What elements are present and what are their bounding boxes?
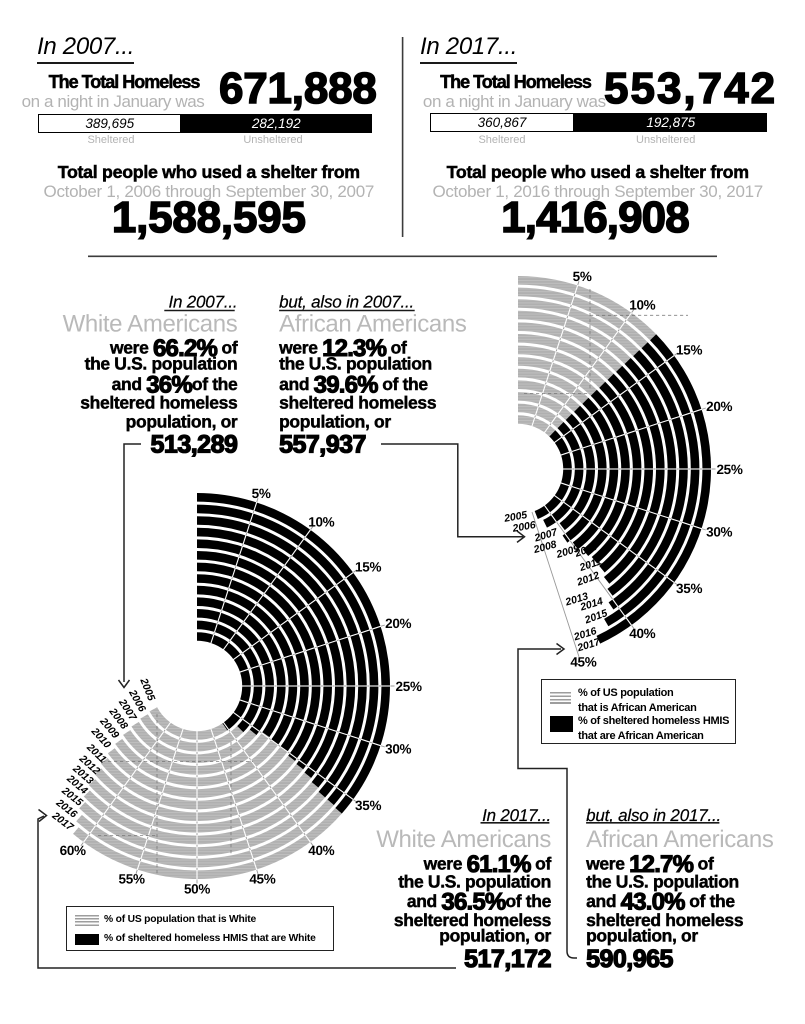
svg-text:2012: 2012: [575, 570, 602, 589]
svg-text:2005: 2005: [502, 510, 528, 525]
svg-text:25%: 25%: [716, 462, 742, 477]
svg-text:25%: 25%: [396, 679, 422, 694]
svg-text:African Americans: African Americans: [586, 826, 774, 853]
svg-text:sheltered homeless: sheltered homeless: [80, 393, 238, 413]
svg-text:and 39.6% of the: and 39.6% of the: [279, 372, 428, 399]
svg-text:the U.S. population: the U.S. population: [279, 353, 432, 373]
svg-text:5%: 5%: [252, 486, 271, 501]
svg-text:30%: 30%: [706, 525, 732, 540]
svg-text:population, or: population, or: [126, 412, 238, 432]
svg-text:60%: 60%: [60, 843, 86, 858]
svg-text:15%: 15%: [676, 343, 702, 358]
svg-text:45%: 45%: [570, 655, 596, 670]
svg-text:517,172: 517,172: [464, 945, 551, 973]
svg-text:In 2007...: In 2007...: [169, 293, 238, 312]
svg-text:sheltered homeless: sheltered homeless: [394, 910, 552, 930]
svg-text:55%: 55%: [119, 872, 145, 887]
svg-text:and 36.5%of the: and 36.5%of the: [407, 888, 552, 915]
svg-text:were 12.7% of: were 12.7% of: [585, 851, 714, 878]
svg-text:and 36%of the: and 36%of the: [112, 372, 238, 399]
svg-text:were 66.2% of: were 66.2% of: [109, 335, 238, 362]
svg-text:population, or: population, or: [439, 926, 551, 946]
svg-text:30%: 30%: [385, 742, 411, 757]
svg-text:but, also in 2007...: but, also in 2007...: [279, 293, 414, 312]
svg-text:were 61.1% of: were 61.1% of: [423, 851, 552, 878]
svg-text:White Americans: White Americans: [376, 826, 551, 853]
svg-text:the U.S. population: the U.S. population: [398, 872, 551, 892]
svg-text:sheltered homeless: sheltered homeless: [586, 910, 744, 930]
svg-text:were 12.3% of: were 12.3% of: [278, 335, 407, 362]
svg-text:sheltered homeless: sheltered homeless: [279, 393, 437, 413]
svg-text:the U.S. population: the U.S. population: [85, 353, 238, 373]
svg-text:35%: 35%: [676, 581, 702, 596]
svg-text:African Americans: African Americans: [279, 310, 467, 337]
svg-text:but, also in 2017...: but, also in 2017...: [586, 806, 721, 825]
svg-text:population, or: population, or: [279, 412, 391, 432]
svg-text:and 43.0% of the: and 43.0% of the: [586, 888, 735, 915]
svg-text:the U.S. population: the U.S. population: [586, 872, 739, 892]
svg-text:In 2017...: In 2017...: [482, 806, 551, 825]
svg-text:10%: 10%: [629, 298, 655, 313]
svg-text:White Americans: White Americans: [63, 310, 238, 337]
svg-text:45%: 45%: [249, 872, 275, 887]
svg-text:15%: 15%: [355, 560, 381, 575]
svg-text:2011: 2011: [578, 556, 604, 574]
svg-text:50%: 50%: [184, 882, 210, 897]
svg-text:20%: 20%: [706, 399, 732, 414]
svg-text:40%: 40%: [629, 626, 655, 641]
svg-text:35%: 35%: [355, 798, 381, 813]
svg-text:513,289: 513,289: [151, 430, 238, 458]
svg-text:557,937: 557,937: [279, 430, 366, 458]
svg-text:population, or: population, or: [586, 926, 698, 946]
svg-text:590,965: 590,965: [586, 945, 673, 973]
svg-text:2006: 2006: [511, 520, 537, 535]
svg-text:20%: 20%: [385, 616, 411, 631]
svg-text:40%: 40%: [308, 843, 334, 858]
svg-text:10%: 10%: [308, 515, 334, 530]
svg-text:5%: 5%: [573, 269, 592, 284]
